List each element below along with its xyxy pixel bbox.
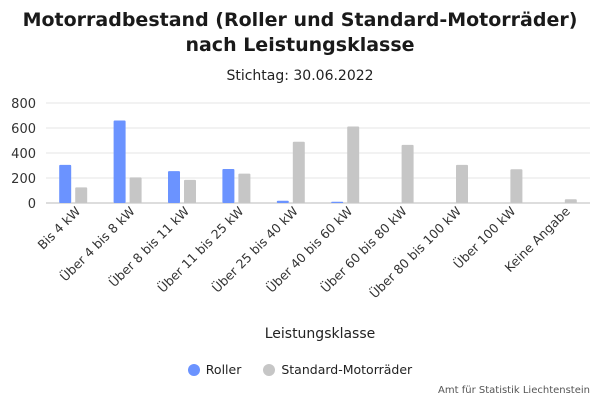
bar-standard-6 [401, 144, 414, 203]
x-axis-title: Leistungsklasse [265, 326, 376, 342]
legend-label-standard: Standard-Motorräder [281, 362, 413, 377]
bar-roller-3 [222, 169, 235, 203]
y-tick-label-800: 800 [11, 97, 36, 112]
bar-standard-2 [184, 179, 196, 203]
y-tick-label-200: 200 [11, 172, 36, 187]
y-tick-label-600: 600 [11, 122, 36, 137]
y-tick-label-400: 400 [11, 147, 36, 162]
bar-roller-2 [168, 171, 180, 203]
bar-standard-8 [510, 169, 523, 203]
chart-title-line-2: nach Leistungsklasse [185, 34, 415, 56]
y-tick-label-0: 0 [28, 197, 36, 212]
bar-standard-0 [75, 187, 88, 203]
chart-title-line-1: Motorradbestand (Roller und Standard-Mot… [22, 9, 578, 31]
bar-roller-4 [276, 200, 289, 203]
source-credit: Amt für Statistik Liechtenstein [438, 385, 590, 396]
bar-standard-4 [292, 141, 305, 203]
chart-title: Motorradbestand (Roller und Standard-Mot… [0, 8, 600, 58]
legend-swatch-roller [187, 363, 200, 376]
bar-standard-3 [238, 173, 251, 203]
chart-subtitle: Stichtag: 30.06.2022 [226, 68, 374, 84]
x-tick-label-0: Bis 4 kW [34, 204, 83, 253]
legend-label-roller: Roller [205, 362, 242, 377]
bar-standard-1 [129, 177, 142, 203]
legend-item-roller[interactable]: Roller [187, 362, 242, 377]
bar-roller-5 [331, 201, 344, 203]
bar-standard-5 [347, 126, 360, 203]
legend: Roller Standard-Motorräder [0, 362, 600, 377]
bar-roller-1 [113, 120, 126, 203]
x-tick-label-7: Über 80 bis 100 kW [366, 203, 464, 301]
bar-standard-9 [564, 199, 577, 203]
legend-swatch-standard [263, 363, 276, 376]
legend-item-standard[interactable]: Standard-Motorräder [263, 362, 412, 377]
bar-roller-0 [59, 164, 72, 203]
bar-standard-7 [456, 164, 468, 203]
